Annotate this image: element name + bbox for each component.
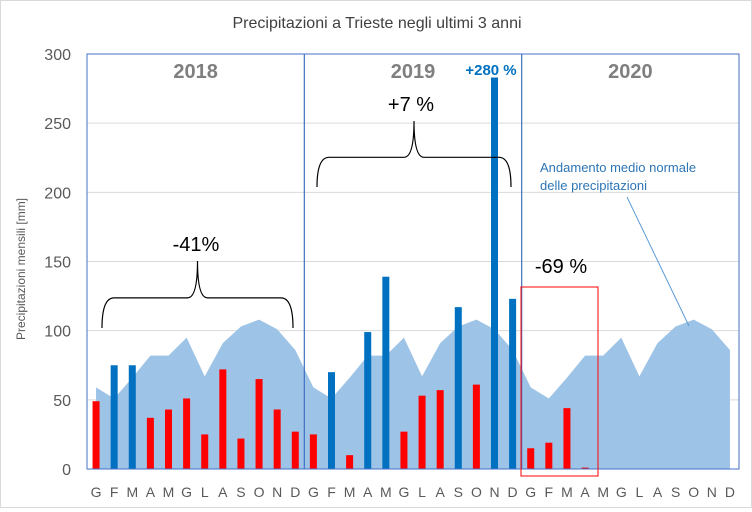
bar-red	[309, 434, 317, 469]
x-tick-label: N	[707, 484, 717, 500]
y-tick-label: 150	[44, 255, 71, 272]
x-tick-label: G	[616, 484, 627, 500]
x-tick-label: D	[508, 484, 518, 500]
x-tick-label: M	[344, 484, 356, 500]
bar-red	[472, 384, 480, 469]
x-tick-label: O	[471, 484, 482, 500]
bar-red	[201, 434, 209, 469]
x-tick-label: M	[126, 484, 138, 500]
bar-red	[436, 390, 444, 469]
legend-label-line1: Andamento medio normale	[540, 160, 696, 175]
bar-blue	[454, 307, 462, 469]
x-tick-label: O	[688, 484, 699, 500]
bar-blue	[491, 77, 498, 470]
bar-red	[92, 401, 100, 469]
highlight-box-2020	[520, 286, 599, 477]
bar-red	[418, 395, 426, 469]
x-tick-label: A	[580, 484, 590, 500]
x-tick-label: G	[181, 484, 192, 500]
x-tick-label: S	[454, 484, 463, 500]
x-tick-label: L	[201, 484, 209, 500]
brace-2018	[101, 260, 294, 329]
x-tick-label: G	[525, 484, 536, 500]
x-tick-label: N	[489, 484, 499, 500]
annotation-2020: -69 %	[535, 256, 587, 278]
x-tick-label: A	[218, 484, 228, 500]
y-axis-label: Precipitazioni mensili [mm]	[14, 198, 28, 340]
x-tick-label: A	[653, 484, 663, 500]
x-tick-label: D	[290, 484, 300, 500]
bar-red	[346, 455, 354, 469]
bar-red	[219, 369, 227, 469]
bar-blue	[382, 276, 390, 469]
bar-blue	[364, 332, 372, 469]
year-box-2020	[521, 53, 740, 470]
bar-red	[563, 408, 571, 469]
x-tick-label: G	[91, 484, 102, 500]
bar-red	[273, 409, 281, 469]
brace-2019	[316, 120, 512, 188]
x-tick-label: M	[163, 484, 175, 500]
x-tick-label: M	[561, 484, 573, 500]
y-tick-label: 250	[44, 116, 71, 133]
x-tick-label: L	[418, 484, 426, 500]
x-tick-label: S	[236, 484, 245, 500]
y-tick-label: 300	[44, 47, 71, 64]
x-tick-label: A	[435, 484, 445, 500]
x-tick-label: A	[146, 484, 156, 500]
x-tick-label: M	[380, 484, 392, 500]
x-tick-label: F	[327, 484, 336, 500]
bar-red	[545, 442, 553, 469]
annotation-peak: +280 %	[465, 62, 516, 79]
y-tick-label: 200	[44, 185, 71, 202]
legend-label-line2: delle precipitazioni	[540, 178, 647, 193]
y-tick-label: 0	[62, 462, 71, 479]
bar-red	[165, 409, 172, 469]
x-tick-label: G	[308, 484, 319, 500]
bar-blue	[128, 365, 136, 469]
bar-red	[291, 431, 299, 469]
x-tick-label: N	[272, 484, 282, 500]
bar-red	[255, 379, 263, 469]
annotation-2019: +7 %	[388, 94, 434, 116]
x-tick-label: S	[671, 484, 680, 500]
y-tick-label: 50	[53, 393, 71, 410]
year-label: 2020	[608, 61, 653, 83]
bar-red	[183, 398, 191, 469]
chart-title: Precipitazioni a Trieste negli ultimi 3 …	[232, 15, 522, 32]
x-tick-label: G	[398, 484, 409, 500]
bar-blue	[328, 372, 335, 469]
x-tick-label: F	[110, 484, 119, 500]
bar-red	[581, 467, 589, 469]
x-tick-label: O	[254, 484, 265, 500]
bar-red	[527, 448, 535, 469]
x-tick-label: L	[635, 484, 643, 500]
bar-red	[146, 417, 154, 469]
x-tick-label: A	[363, 484, 373, 500]
x-tick-label: D	[725, 484, 735, 500]
bar-red	[400, 431, 408, 469]
y-tick-label: 100	[44, 324, 71, 341]
normal-average-area	[96, 319, 730, 469]
bar-blue	[110, 365, 118, 469]
year-label: 2019	[391, 61, 436, 83]
x-tick-label: M	[597, 484, 609, 500]
bar-red	[237, 438, 245, 469]
year-label: 2018	[173, 61, 218, 83]
legend-leader-line	[626, 196, 690, 327]
x-tick-label: F	[545, 484, 554, 500]
annotation-2018: -41%	[173, 234, 220, 256]
bar-blue	[509, 298, 517, 469]
